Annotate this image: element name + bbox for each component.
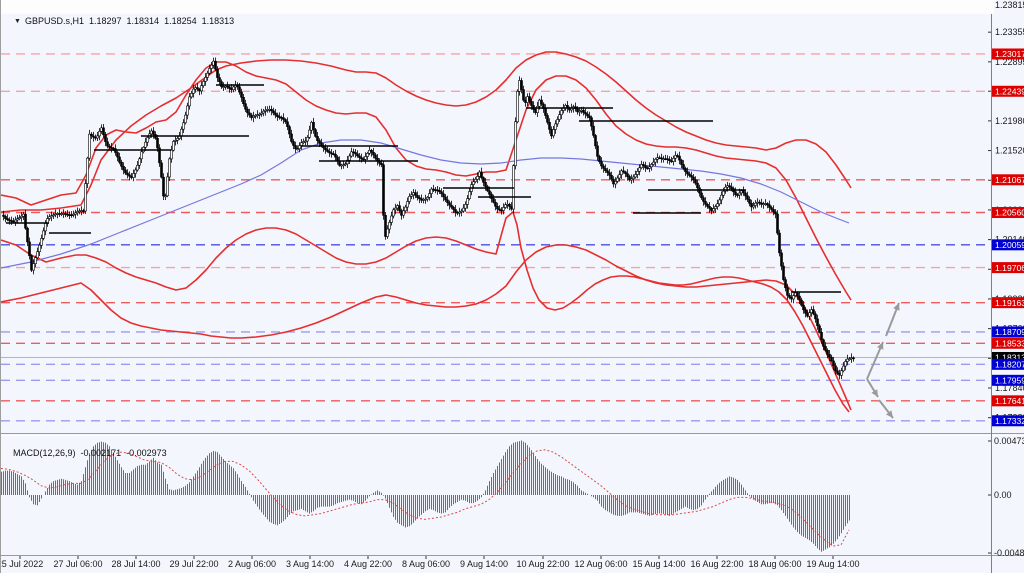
macd-axis-label: -0.004889 xyxy=(994,548,1024,558)
time-tick-label: 3 Aug 14:00 xyxy=(286,559,334,569)
bb-fast-lower xyxy=(1,211,850,413)
time-tick-label: 18 Aug 06:00 xyxy=(748,559,801,569)
time-tick-label: 19 Aug 14:00 xyxy=(806,559,859,569)
macd-axis-label: 0.004738 xyxy=(994,436,1024,446)
macd-signal-value: -0.002973 xyxy=(126,448,167,458)
arrowhead-icon xyxy=(871,389,878,397)
price-label-red xyxy=(992,85,1024,97)
price-label-text: 1.23017 xyxy=(995,49,1024,59)
price-label-text: 1.20560 xyxy=(995,208,1024,218)
moving-average-line xyxy=(1,139,850,269)
price-label-text: 1.17332 xyxy=(995,416,1024,426)
price-label-text: 1.19163 xyxy=(995,298,1024,308)
macd-signal-line xyxy=(1,449,850,547)
price-label-text: 1.18207 xyxy=(995,360,1024,370)
symbol-period-label: GBPUSD.s,H1 xyxy=(24,16,84,26)
price-tick-label: 1.21520 xyxy=(995,146,1024,156)
arrowhead-icon xyxy=(886,410,893,418)
price-label-red xyxy=(992,297,1024,309)
bb-fast-upper xyxy=(1,61,852,301)
macd-axis-label: 0.00 xyxy=(994,490,1012,500)
time-tick-label: 28 Jul 14:00 xyxy=(111,559,160,569)
time-tick-label: 9 Aug 14:00 xyxy=(460,559,508,569)
price-label-red xyxy=(992,395,1024,407)
time-tick-label: 27 Jul 06:00 xyxy=(53,559,102,569)
quote-low: 1.18254 xyxy=(164,16,197,26)
price-tick-label: 1.17840 xyxy=(995,383,1024,393)
price-label-badges: 1.23017 1.22439 1.21067 1.20560 1.20059 1.197… xyxy=(992,48,1024,427)
price-label-text: 1.18533 xyxy=(995,338,1024,348)
chart-title-bar: ▼ GBPUSD.s,H1 1.18297 1.18314 1.18254 1.18313 xyxy=(1,0,994,26)
time-tick-label: 12 Aug 06:00 xyxy=(574,559,627,569)
price-label-red xyxy=(992,337,1024,349)
macd-name: MACD(12,26,9) xyxy=(13,448,76,458)
price-label-blue xyxy=(992,374,1024,386)
price-label-red xyxy=(992,48,1024,60)
price-label-red xyxy=(992,262,1024,274)
arrowhead-icon xyxy=(893,303,900,311)
time-tick-label: 2 Aug 06:00 xyxy=(228,559,276,569)
time-tick-label: 15 Aug 14:00 xyxy=(632,559,685,569)
level-lines-layer xyxy=(1,53,991,422)
price-label-text: 1.19706 xyxy=(995,263,1024,273)
candles-layer xyxy=(2,57,855,380)
quote-close: 1.18313 xyxy=(201,16,235,26)
price-tick-label: 1.23355 xyxy=(995,27,1024,37)
time-tick-label: 16 Aug 22:00 xyxy=(690,559,743,569)
time-tick-label: 29 Jul 22:00 xyxy=(169,559,218,569)
price-label-black xyxy=(992,351,1024,363)
price-label-blue xyxy=(992,326,1024,338)
time-tick-label: 4 Aug 22:00 xyxy=(344,559,392,569)
trendlines-layer xyxy=(6,84,841,293)
price-label-text: 1.18709 xyxy=(995,327,1024,337)
collapse-triangle-icon[interactable]: ▼ xyxy=(14,18,21,25)
price-label-text: 1.17959 xyxy=(995,376,1024,386)
macd-pane-layer: 0.004738 0.00 -0.004889 xyxy=(1,436,1024,558)
time-tick-label: 8 Aug 06:00 xyxy=(402,559,450,569)
price-tick-label: 1.23815 xyxy=(995,0,1024,10)
arrowhead-icon xyxy=(877,342,884,350)
price-label-text: 1.21067 xyxy=(995,175,1024,185)
price-label-blue xyxy=(992,239,1024,251)
time-axis[interactable]: 25 Jul 2022 27 Jul 06:00 28 Jul 14:00 29 Ju… xyxy=(1,556,860,569)
projection-arrows-layer xyxy=(866,302,900,419)
price-label-blue xyxy=(992,358,1024,370)
bb-slow-upper xyxy=(1,51,852,213)
macd-indicator-label: MACD(12,26,9) -0.002171 -0.002973 xyxy=(3,438,172,468)
macd-main-value: -0.002171 xyxy=(80,448,122,458)
price-label-red xyxy=(992,174,1024,186)
quote-open: 1.18297 xyxy=(88,16,122,26)
price-label-text: 1.18313 xyxy=(995,353,1024,363)
price-label-text: 1.20059 xyxy=(995,240,1024,250)
price-label-text: 1.17641 xyxy=(995,396,1024,406)
price-label-text: 1.22439 xyxy=(995,86,1024,96)
price-tick-label: 1.22895 xyxy=(995,57,1024,67)
price-tick-label: 1.21980 xyxy=(995,116,1024,126)
quote-high: 1.18314 xyxy=(126,16,160,26)
price-label-blue xyxy=(992,415,1024,427)
indicator-overlays-layer xyxy=(1,51,852,413)
time-tick-label: 25 Jul 2022 xyxy=(1,559,43,569)
bb-slow-lower xyxy=(1,244,852,411)
price-label-red xyxy=(992,207,1024,219)
time-tick-label: 10 Aug 22:00 xyxy=(516,559,569,569)
